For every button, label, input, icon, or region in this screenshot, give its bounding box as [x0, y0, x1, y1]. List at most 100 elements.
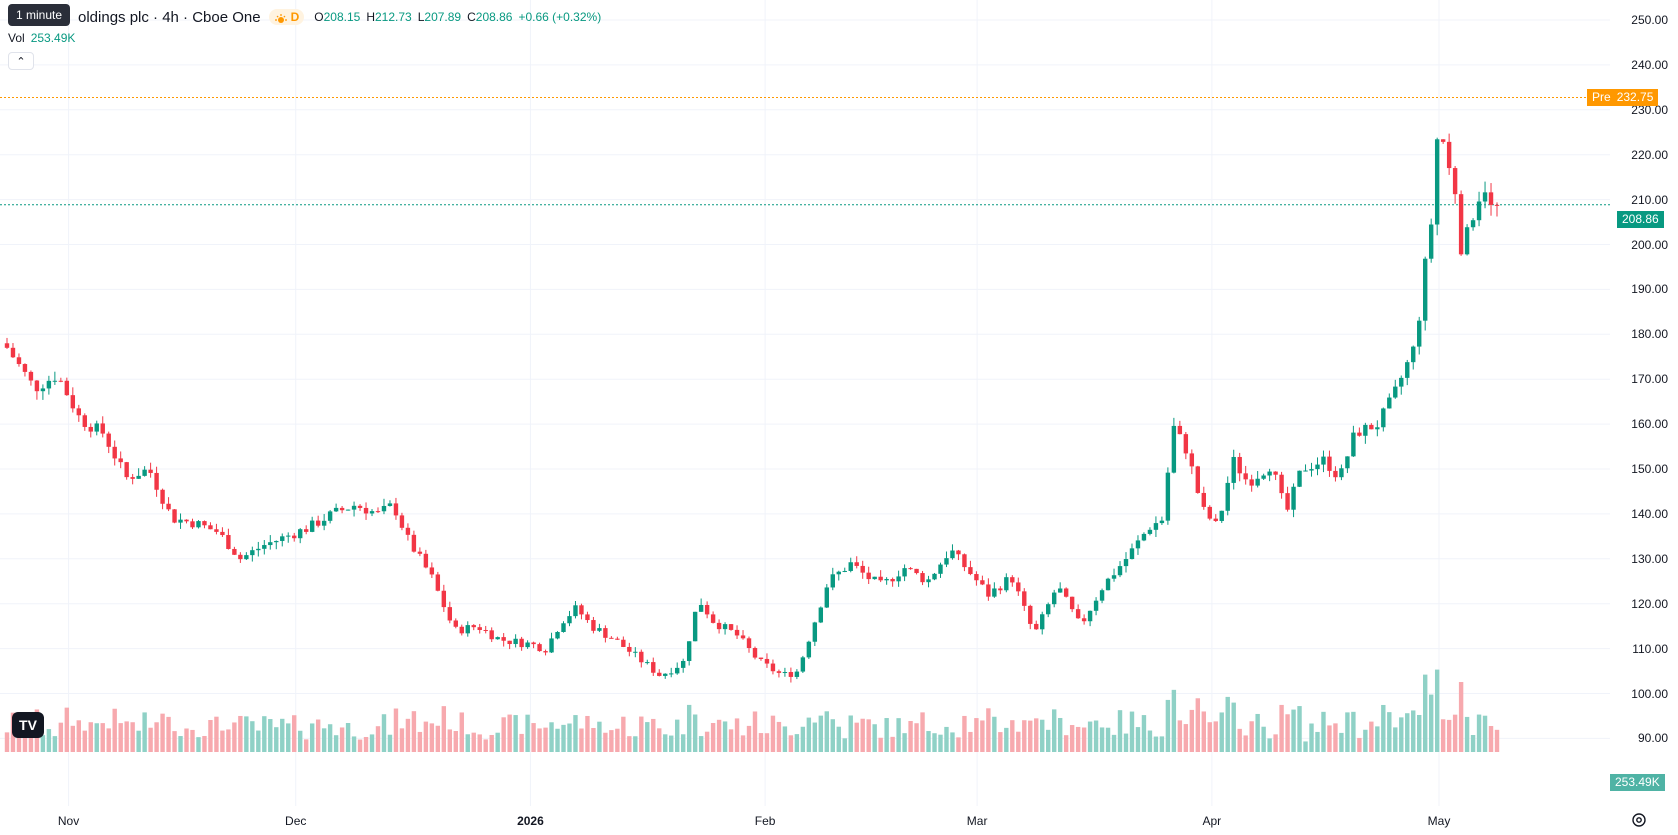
- candle-body: [1411, 346, 1416, 363]
- candle-body: [1434, 139, 1440, 225]
- candle-body: [220, 531, 225, 536]
- time-tick-label: Apr: [1202, 814, 1222, 828]
- candle-body: [459, 626, 464, 634]
- candle-body: [381, 505, 387, 512]
- volume-bar: [950, 732, 955, 752]
- low-value: 207.89: [424, 10, 462, 24]
- volume-bar: [752, 711, 758, 752]
- candle-body: [303, 529, 309, 532]
- market-status-badge[interactable]: D: [268, 9, 305, 25]
- gear-icon[interactable]: [1630, 811, 1648, 829]
- candle-body: [1363, 424, 1368, 436]
- candle-body: [1057, 588, 1063, 593]
- volume-bar: [818, 715, 824, 752]
- volume-bar: [238, 715, 243, 752]
- candle-body: [914, 568, 919, 574]
- price-tick-label: 200.00: [1631, 237, 1668, 252]
- candle-body: [734, 629, 740, 636]
- volume-bar: [621, 716, 626, 752]
- candle-body: [495, 637, 500, 640]
- volume-bar: [363, 736, 369, 752]
- volume-bar: [262, 716, 267, 752]
- candle-body: [794, 671, 800, 677]
- volume-bar: [94, 723, 99, 752]
- volume-bar: [902, 733, 907, 752]
- candle-body: [1399, 377, 1404, 387]
- volume-bar: [1440, 719, 1446, 752]
- candle-body: [591, 620, 596, 631]
- price-tick-label: 220.00: [1631, 147, 1668, 162]
- volume-bar: [327, 724, 333, 752]
- time-axis[interactable]: Nov Dec 2026 Feb Mar Apr May: [0, 806, 1610, 835]
- candle-body: [1117, 566, 1123, 576]
- volume-bar: [633, 736, 638, 752]
- volume-bar: [615, 728, 620, 752]
- candle-body: [172, 509, 177, 523]
- volume-bar: [1446, 719, 1452, 752]
- volume-bar: [1315, 731, 1320, 752]
- volume-bar: [250, 721, 255, 752]
- volume-bar: [746, 725, 752, 752]
- volume-bar: [986, 708, 991, 752]
- candle-body: [1028, 605, 1033, 624]
- candle-body: [555, 631, 560, 639]
- candle-body: [1482, 192, 1488, 202]
- candle-body: [298, 529, 303, 539]
- pre-price: 232.75: [1616, 90, 1654, 104]
- tradingview-logo-icon[interactable]: TV: [12, 712, 44, 738]
- candle-body: [1063, 588, 1069, 597]
- volume-bar: [1063, 735, 1069, 752]
- volume-bar: [148, 727, 153, 752]
- volume-bar: [1291, 709, 1296, 752]
- change-value: +0.66 (+0.32%): [518, 10, 602, 24]
- candle-body: [770, 663, 776, 672]
- volume-bar: [884, 718, 889, 752]
- volume-bar: [303, 739, 309, 752]
- candle-body: [1141, 533, 1147, 541]
- price-axis[interactable]: 250.00 240.00 230.00 220.00 210.00 200.00 190.…: [1610, 0, 1678, 806]
- volume-bar: [88, 722, 93, 752]
- volume-bar: [549, 722, 554, 752]
- candle-body: [309, 520, 315, 532]
- candle-body: [1171, 425, 1177, 473]
- volume-bar: [453, 731, 458, 752]
- volume-bar: [764, 733, 770, 752]
- volume-legend[interactable]: Vol 253.49K: [8, 31, 75, 45]
- candle-body: [501, 637, 506, 641]
- candle-body: [692, 611, 698, 642]
- candle-body: [1129, 548, 1135, 560]
- candle-body: [351, 505, 357, 510]
- candle-body: [573, 605, 578, 617]
- volume-bar: [405, 718, 411, 752]
- chart-plot-area[interactable]: [0, 0, 1610, 806]
- volume-bar: [776, 721, 782, 752]
- candle-body: [363, 507, 369, 514]
- candle-body: [1010, 577, 1015, 583]
- collapse-legend-button[interactable]: ⌃: [8, 52, 34, 70]
- volume-bar: [567, 723, 572, 752]
- volume-bar: [896, 718, 901, 752]
- candle-body: [196, 521, 201, 528]
- volume-bar: [268, 719, 273, 752]
- symbol-title[interactable]: oldings plc · 4h · Cboe One: [78, 8, 261, 26]
- volume-bar: [64, 707, 70, 752]
- candle-body: [1165, 472, 1171, 521]
- candle-body: [46, 380, 52, 389]
- candle-body: [357, 505, 363, 508]
- candle-body: [166, 503, 171, 510]
- volume-bar: [1231, 702, 1236, 752]
- candle-body: [1488, 192, 1494, 205]
- candle-body: [202, 521, 207, 526]
- candlestick-chart[interactable]: [0, 0, 1610, 806]
- candle-body: [315, 520, 321, 526]
- low-label: L: [417, 10, 425, 24]
- time-tick-label: 2026: [517, 814, 544, 828]
- volume-bar: [214, 716, 219, 752]
- candle-body: [184, 519, 189, 522]
- candle-body: [52, 380, 58, 382]
- candle-body: [884, 579, 889, 581]
- volume-bar: [232, 722, 237, 752]
- volume-bar: [100, 723, 105, 752]
- volume-bar: [309, 723, 315, 752]
- candle-body: [567, 616, 572, 624]
